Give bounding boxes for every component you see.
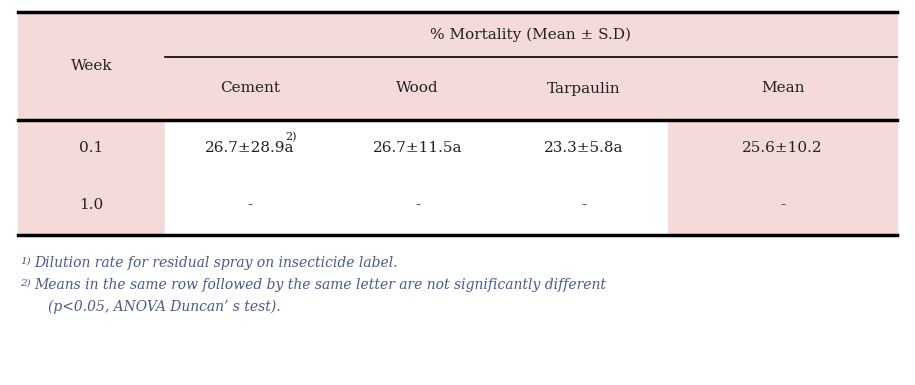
Text: 23.3±5.8a: 23.3±5.8a <box>544 141 624 154</box>
Polygon shape <box>18 12 897 120</box>
Text: 1): 1) <box>20 257 30 266</box>
Text: -: - <box>581 198 587 212</box>
Text: (p<0.05, ANOVA Duncan’ s test).: (p<0.05, ANOVA Duncan’ s test). <box>48 300 281 315</box>
Text: 2): 2) <box>20 279 30 288</box>
Text: 1.0: 1.0 <box>80 198 103 212</box>
Text: -: - <box>247 198 253 212</box>
Polygon shape <box>18 120 165 175</box>
Text: Cement: Cement <box>220 82 280 95</box>
Text: Week: Week <box>70 59 113 73</box>
Text: 0.1: 0.1 <box>80 141 103 154</box>
Text: 26.7±11.5a: 26.7±11.5a <box>372 141 462 154</box>
Polygon shape <box>165 120 668 175</box>
Polygon shape <box>668 175 897 235</box>
Text: 2): 2) <box>285 132 296 142</box>
Text: -: - <box>780 198 785 212</box>
Polygon shape <box>165 175 668 235</box>
Text: Wood: Wood <box>396 82 439 95</box>
Text: Tarpaulin: Tarpaulin <box>547 82 620 95</box>
Text: Dilution rate for residual spray on insecticide label.: Dilution rate for residual spray on inse… <box>34 256 398 270</box>
Text: -: - <box>414 198 420 212</box>
Text: 25.6±10.2: 25.6±10.2 <box>742 141 823 154</box>
Text: % Mortality (Mean ± S.D): % Mortality (Mean ± S.D) <box>430 27 631 42</box>
Polygon shape <box>18 175 165 235</box>
Text: Means in the same row followed by the same letter are not significantly differen: Means in the same row followed by the sa… <box>34 278 606 292</box>
Text: 26.7±28.9a: 26.7±28.9a <box>205 141 295 154</box>
Polygon shape <box>668 120 897 175</box>
Text: Mean: Mean <box>760 82 804 95</box>
